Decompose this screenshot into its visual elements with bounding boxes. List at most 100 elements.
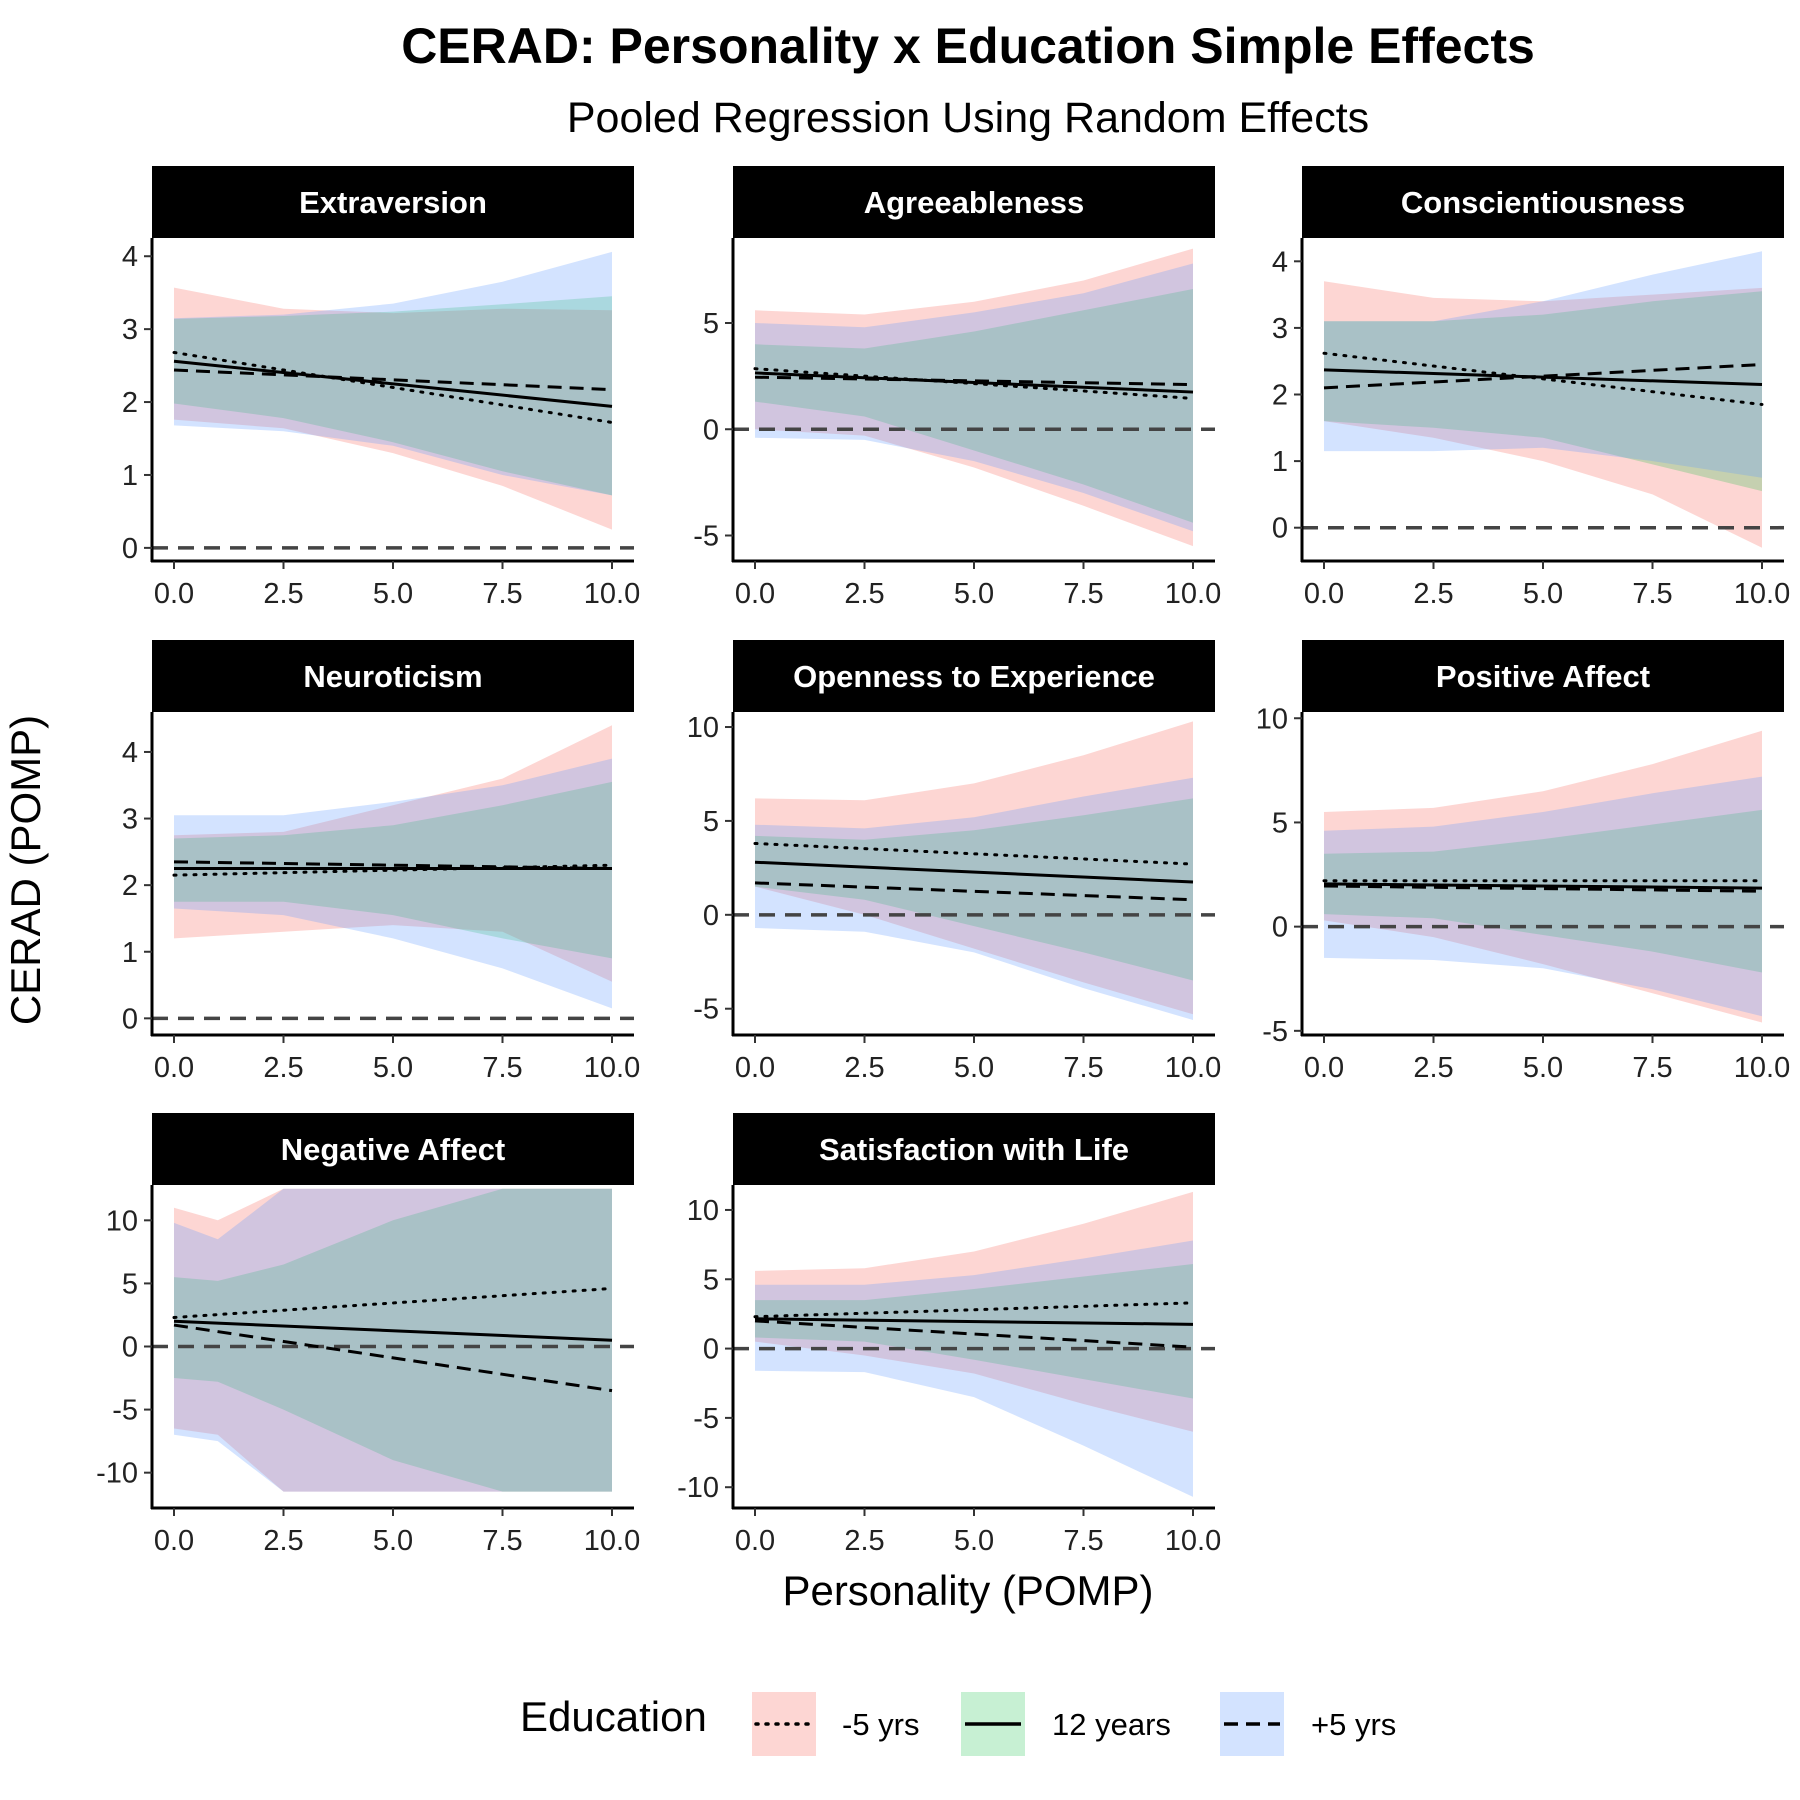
y-tick-label: 0 [122,1003,138,1035]
x-tick-label: 7.5 [482,1525,522,1557]
plot-area [1302,251,1784,548]
y-tick-label: 5 [703,308,719,340]
plot-area [733,1191,1215,1497]
x-tick-label: 0.0 [735,578,775,610]
x-tick-label: 0.0 [154,578,194,610]
x-tick-label: 10.0 [1165,1052,1221,1084]
strip-positive-affect [1302,640,1784,712]
y-tick-label: -5 [112,1395,138,1427]
ci-band-twelve [755,1264,1193,1399]
x-tick-label: 0.0 [1304,578,1344,610]
y-tick-label: 10 [1256,703,1288,735]
x-tick-label: 2.5 [263,1052,303,1084]
legend-item-plus5: +5 yrs [1220,1692,1396,1756]
ci-band-twelve [755,798,1193,981]
ci-band-minus5 [1324,281,1762,548]
effect-line-plus5 [754,375,1194,387]
strip-label: Agreeableness [864,185,1085,220]
y-tick-label: 4 [122,241,138,273]
legend-label-twelve: 12 years [1052,1707,1171,1742]
ci-band-twelve [1324,809,1762,973]
x-tick-label: 5.0 [1523,578,1563,610]
strip-neuroticism [152,640,634,712]
y-tick-label: 0 [1272,912,1288,944]
effect-line-twelve [1323,368,1763,387]
effect-line-plus5 [173,1323,613,1393]
y-tick-label: 5 [122,1268,138,1300]
effect-line-twelve [754,860,1194,884]
plot-area [1302,730,1784,1023]
y-tick-label: 5 [703,1264,719,1296]
x-tick-label: 10.0 [584,578,640,610]
strip-conscientiousness [1302,166,1784,238]
y-tick-label: 5 [1272,807,1288,839]
x-tick-label: 2.5 [1413,1052,1453,1084]
x-tick-label: 2.5 [844,1052,884,1084]
effect-line-plus5 [1323,363,1763,390]
panel-extraversion: Extraversion 0 1 2 3 4 0.0 2.5 5.0 7.5 10.0 [122,166,640,610]
y-tick-label: 0 [122,533,138,565]
effect-line-minus5 [753,1301,1195,1319]
effect-line-plus5 [1323,884,1763,893]
plot-area [152,1188,634,1492]
x-axis-title: Personality (POMP) [782,1567,1153,1614]
effect-line-plus5 [173,368,613,392]
y-tick-label: 4 [122,737,138,769]
panel-neuroticism: Neuroticism 0 1 2 3 4 0.0 2.5 5.0 7.5 10.0 [122,640,640,1084]
x-tick-label: 7.5 [1063,1525,1103,1557]
ci-band-plus5 [755,1240,1193,1497]
x-tick-label: 7.5 [1632,578,1672,610]
panel-agreeableness: Agreeableness -5 0 5 0.0 2.5 5.0 7.5 10.0 [693,166,1221,610]
ci-band-twelve [755,289,1193,523]
x-tick-label: 10.0 [1734,578,1790,610]
ci-band-plus5 [174,758,612,1009]
y-tick-label: 3 [122,804,138,836]
plot-area [733,248,1215,547]
x-tick-label: 2.5 [263,578,303,610]
strip-openness-to-experience [733,640,1215,712]
ci-band-plus5 [174,251,612,496]
y-tick-label: 10 [687,712,719,744]
ci-band-minus5 [1324,730,1762,1023]
y-tick-label: -5 [693,994,719,1026]
strip-label: Neuroticism [303,659,482,694]
legend-label-plus5: +5 yrs [1311,1707,1396,1742]
effect-line-twelve [173,359,613,408]
plot-area [152,725,634,1021]
x-tick-label: 5.0 [373,1525,413,1557]
y-tick-label: -10 [96,1458,138,1490]
effect-line-twelve [754,1317,1194,1326]
ci-band-twelve [174,1188,612,1492]
ci-band-minus5 [755,248,1193,547]
y-tick-label: 0 [122,1332,138,1364]
x-tick-label: 2.5 [1413,578,1453,610]
x-tick-label: 5.0 [954,578,994,610]
ci-band-minus5 [755,721,1193,1015]
effect-line-minus5 [172,863,614,877]
strip-label: Conscientiousness [1401,185,1685,220]
y-tick-label: -5 [1262,1016,1288,1048]
strip-label: Openness to Experience [793,659,1155,694]
y-tick-label: 1 [122,937,138,969]
ci-band-plus5 [1324,251,1762,478]
x-tick-label: 10.0 [584,1052,640,1084]
panel-negative-affect: Negative Affect -10 -5 0 5 10 0.0 2.5 5.0 7.5 10.0 [96,1113,640,1557]
y-axis-title: CERAD (POMP) [2,715,49,1025]
y-tick-label: -10 [677,1472,719,1504]
ci-band-twelve [1324,291,1762,492]
y-tick-label: 1 [122,460,138,492]
y-tick-label: 2 [122,387,138,419]
ci-band-minus5 [174,287,612,530]
chart-subtitle: Pooled Regression Using Random Effects [567,94,1369,142]
legend-label-minus5: -5 yrs [842,1707,920,1742]
effect-line-minus5 [753,841,1195,866]
effect-line-twelve [173,1319,613,1342]
y-tick-label: 0 [703,1334,719,1366]
x-tick-label: 2.5 [844,578,884,610]
x-tick-label: 0.0 [154,1525,194,1557]
y-tick-label: -5 [693,1403,719,1435]
strip-extraversion [152,166,634,238]
x-tick-label: 7.5 [1063,578,1103,610]
effect-line-twelve [754,371,1194,394]
ci-band-plus5 [1324,776,1762,1017]
